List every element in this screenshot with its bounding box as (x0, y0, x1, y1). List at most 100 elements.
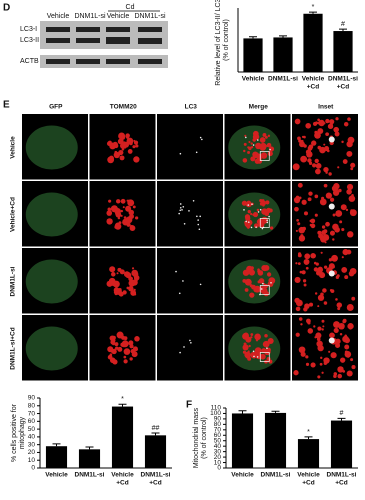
mito (253, 155, 257, 159)
mito (293, 196, 301, 204)
mito (333, 374, 337, 379)
lc3-dot (182, 205, 185, 208)
annotation: * (121, 396, 124, 403)
mito (303, 135, 306, 139)
mito (252, 151, 259, 158)
mito (333, 327, 339, 334)
mito (123, 271, 130, 278)
lc3-dot (261, 227, 264, 230)
bar (144, 435, 167, 468)
mito (311, 140, 317, 146)
mito (309, 219, 313, 223)
mito (349, 209, 357, 217)
mito (117, 209, 121, 213)
mito (305, 362, 310, 366)
mito (295, 332, 300, 337)
lc3-dot (256, 139, 259, 141)
mito (248, 344, 251, 348)
mito (242, 279, 247, 283)
row-label: DNM1L-si+Cd (10, 327, 17, 369)
mito (297, 136, 301, 141)
mito (344, 344, 350, 350)
mito (264, 348, 271, 356)
mito (336, 274, 340, 278)
y-tick-label: 90 (214, 416, 222, 423)
mito (315, 168, 321, 175)
puncta (328, 337, 335, 344)
y-axis-label: (% of control) (223, 19, 230, 61)
mito (336, 302, 343, 308)
annotation: # (340, 410, 344, 417)
mito (328, 172, 332, 176)
mito (128, 279, 136, 287)
mito (303, 307, 308, 312)
micrograph (89, 315, 156, 381)
lc3-dot (175, 270, 177, 273)
micrograph (157, 114, 223, 180)
micrograph (89, 181, 156, 247)
mito (247, 350, 250, 353)
mito (310, 362, 316, 368)
mito (117, 346, 123, 352)
mito (248, 146, 252, 151)
mito (128, 276, 133, 282)
mito (298, 139, 302, 143)
mito (132, 205, 136, 209)
mito (266, 144, 269, 148)
annotation: * (312, 4, 315, 11)
mito (308, 302, 314, 307)
mito (135, 279, 138, 282)
mito (295, 229, 298, 232)
mito (122, 218, 129, 226)
mito (341, 266, 348, 273)
mito (307, 197, 312, 202)
x-tick-label: +Cd (116, 480, 128, 487)
mito (127, 199, 131, 203)
mito (346, 183, 354, 191)
mito (249, 292, 255, 298)
mito (341, 256, 344, 259)
mito (135, 144, 139, 148)
bar (333, 31, 353, 72)
mito (131, 201, 135, 205)
x-tick-label: DNM1L-si (268, 76, 298, 83)
mito (300, 155, 308, 163)
mito (110, 272, 116, 277)
bands (46, 27, 162, 64)
mito (256, 208, 260, 212)
mito (320, 236, 326, 242)
mito (254, 333, 261, 341)
error-bar (304, 436, 313, 440)
mito (332, 223, 339, 231)
mito (263, 290, 269, 297)
y-tick-label: 70 (28, 410, 36, 417)
mito (347, 231, 354, 238)
blot-image (40, 55, 168, 68)
mito (307, 158, 312, 163)
mito (335, 298, 338, 301)
y-tick-label: 110 (211, 405, 222, 412)
mito (107, 354, 113, 360)
mito (329, 197, 335, 202)
mito (312, 121, 318, 126)
mito (305, 266, 309, 270)
mito (247, 209, 251, 214)
mito (108, 199, 112, 203)
cell (25, 326, 78, 371)
mito (268, 208, 273, 213)
mito (308, 191, 313, 196)
mito (120, 144, 124, 148)
micrographs: GFP TOMM20 LC3 Merge Inset Vehicle Vehicle+Cd D… (10, 104, 358, 381)
column-header: LC3 (185, 104, 198, 111)
mito (308, 161, 313, 165)
mito (135, 216, 139, 220)
lc3-dot (259, 208, 262, 211)
mito (253, 223, 259, 229)
mito (258, 278, 265, 284)
mito (330, 289, 335, 294)
mito (317, 128, 324, 134)
mito (350, 358, 354, 362)
column-header: Inset (318, 104, 334, 111)
mito (245, 201, 252, 208)
mito (252, 211, 259, 218)
